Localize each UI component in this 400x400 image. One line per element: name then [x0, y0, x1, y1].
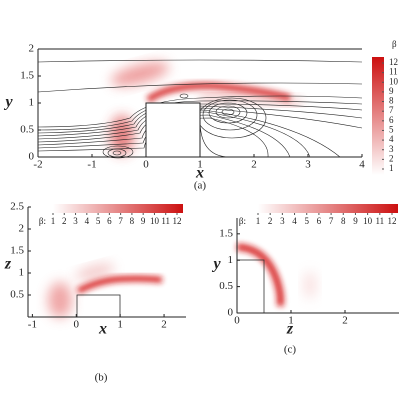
colorbar-scale [372, 57, 384, 175]
colorbar-tick-label: 4 [389, 134, 394, 144]
colorbar-title: β [392, 39, 397, 49]
colorbar-tick-label: 5 [304, 216, 309, 226]
x-tick-label: -2 [33, 159, 42, 171]
colorbar-title: β: [239, 216, 246, 226]
y-tick-label: 2.5 [10, 201, 24, 213]
x-tick-label: -1 [87, 159, 96, 171]
colorbar-tick-label: 6 [317, 216, 322, 226]
colorbar-title: β: [39, 216, 46, 226]
y-tick-label: 1 [228, 254, 234, 266]
y-tick-label: 0.5 [219, 280, 233, 292]
colorbar-tick-label: 2 [268, 216, 273, 226]
y-tick-label: 0 [29, 151, 35, 163]
x-tick-label: 2 [251, 159, 257, 171]
colorbar-scale [53, 204, 183, 213]
y-tick-label: 0.5 [10, 289, 24, 301]
x-tick-label: 4 [359, 159, 365, 171]
y-tick-label: 0 [228, 307, 234, 319]
colorbar-tick-label: 11 [161, 216, 170, 226]
colorbar-tick-label: 2 [62, 216, 67, 226]
y-tick-label: 2 [29, 43, 35, 55]
colorbar-tick-label: 9 [141, 216, 146, 226]
colorbar-tick-label: 2 [389, 153, 394, 163]
x-tick-label: 2 [342, 315, 348, 327]
colorbar: β: 1 2 3 4 5 6 7 8 9 10 11 12 [239, 204, 398, 226]
colorbar-tick-label: 5 [389, 125, 394, 135]
caption: (a) [194, 180, 207, 192]
y-tick-label: 1.5 [10, 245, 24, 257]
y-axis-label: y [3, 94, 13, 111]
y-tick-label: 2 [19, 223, 25, 235]
colorbar-tick-label: 6 [389, 115, 394, 125]
colorbar-tick-label: 11 [375, 216, 384, 226]
x-tick-label: 1 [197, 159, 203, 171]
colorbar-tick-label: 1 [51, 216, 56, 226]
colorbar-scale [258, 204, 398, 213]
y-tick-label: 1.5 [219, 227, 233, 239]
field-b [48, 264, 163, 318]
colorbar-tick-label: 10 [389, 76, 399, 86]
colorbar-tick-label: 10 [363, 216, 373, 226]
colorbar-tick-label: 3 [280, 216, 285, 226]
colorbar-tick-label: 9 [389, 86, 394, 96]
field-c [236, 243, 316, 314]
x-axis-label: x [98, 321, 107, 338]
colorbar-tick-label: 6 [107, 216, 112, 226]
colorbar-tick-label: 12 [388, 216, 397, 226]
caption: (c) [284, 344, 297, 356]
colorbar-tick-label: 3 [389, 144, 394, 154]
colorbar-tick-label: 9 [353, 216, 358, 226]
x-tick-label: -1 [28, 319, 37, 331]
y-axis-label: y [211, 256, 221, 273]
colorbar-tick-label: 4 [292, 216, 297, 226]
x-tick-label: 0 [74, 319, 80, 331]
colorbar-tick-label: 8 [341, 216, 346, 226]
colorbar: β: 1 2 3 4 5 6 7 8 9 10 11 12 [39, 204, 183, 226]
colorbar-tick-label: 12 [389, 57, 398, 67]
x-axis-label: x [195, 165, 204, 182]
colorbar-tick-label: 5 [96, 216, 101, 226]
x-tick-label: 3 [305, 159, 311, 171]
x-tick-label: 1 [288, 315, 294, 327]
colorbar-tick-label: 10 [150, 216, 160, 226]
x-tick-label: 2 [161, 319, 167, 331]
colorbar-tick-label: 1 [256, 216, 261, 226]
x-tick-label: 0 [234, 315, 240, 327]
colorbar-tick-label: 8 [130, 216, 135, 226]
colorbar-tick-label: 8 [389, 96, 394, 106]
y-axis-label: z [4, 256, 12, 273]
x-tick-label: 0 [143, 159, 149, 171]
caption: (b) [95, 372, 108, 384]
colorbar-tick-label: 7 [118, 216, 123, 226]
colorbar-tick-label: 11 [389, 67, 398, 77]
colorbar-tick-label: 3 [73, 216, 78, 226]
y-tick-label: 0.5 [20, 124, 34, 136]
y-tick-label: 1.5 [20, 70, 34, 82]
colorbar-tick-label: 7 [389, 105, 394, 115]
colorbar-tick-label: 12 [173, 216, 182, 226]
colorbar-tick-label: 7 [329, 216, 334, 226]
colorbar-tick-label: 4 [85, 216, 90, 226]
x-tick-label: 1 [117, 319, 123, 331]
y-tick-label: 1 [29, 97, 35, 109]
y-tick-label: 1 [19, 267, 25, 279]
field-a [37, 59, 363, 159]
colorbar-tick-label: 1 [389, 163, 394, 173]
x-axis-label: z [286, 321, 294, 338]
